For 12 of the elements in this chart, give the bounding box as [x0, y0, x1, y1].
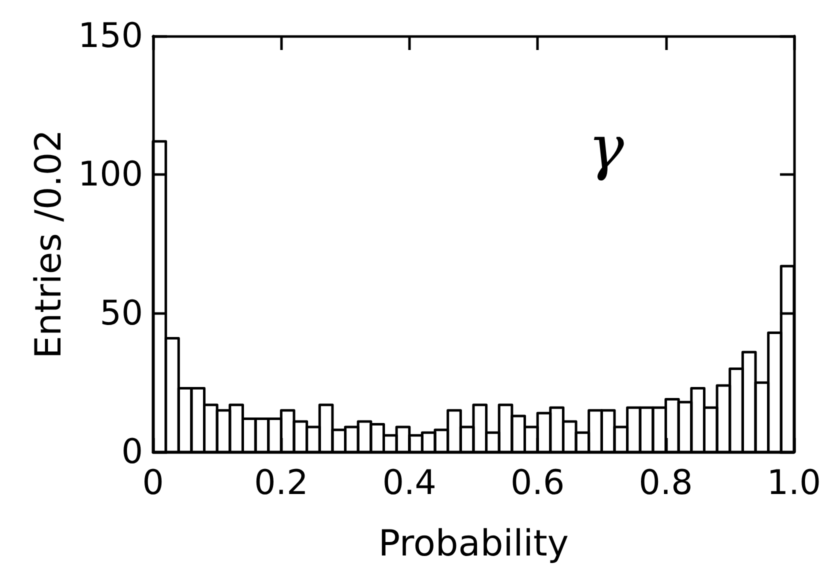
x-tick-label: 0.2	[254, 463, 308, 503]
y-tick-label: 150	[78, 16, 143, 56]
y-tick-label: 100	[78, 154, 143, 195]
annotation: γ	[588, 113, 624, 183]
x-tick-label: 0.8	[638, 463, 693, 503]
y-tick-label: 0	[121, 432, 143, 472]
x-tick-label: 0.6	[510, 463, 565, 503]
x-tick-label: 1.0	[766, 463, 822, 503]
y-axis-title: Entries /0.02	[28, 129, 70, 359]
x-tick-label: 0.4	[382, 463, 436, 503]
x-axis-title: Probability	[378, 524, 569, 564]
y-tick-label: 50	[100, 293, 143, 334]
